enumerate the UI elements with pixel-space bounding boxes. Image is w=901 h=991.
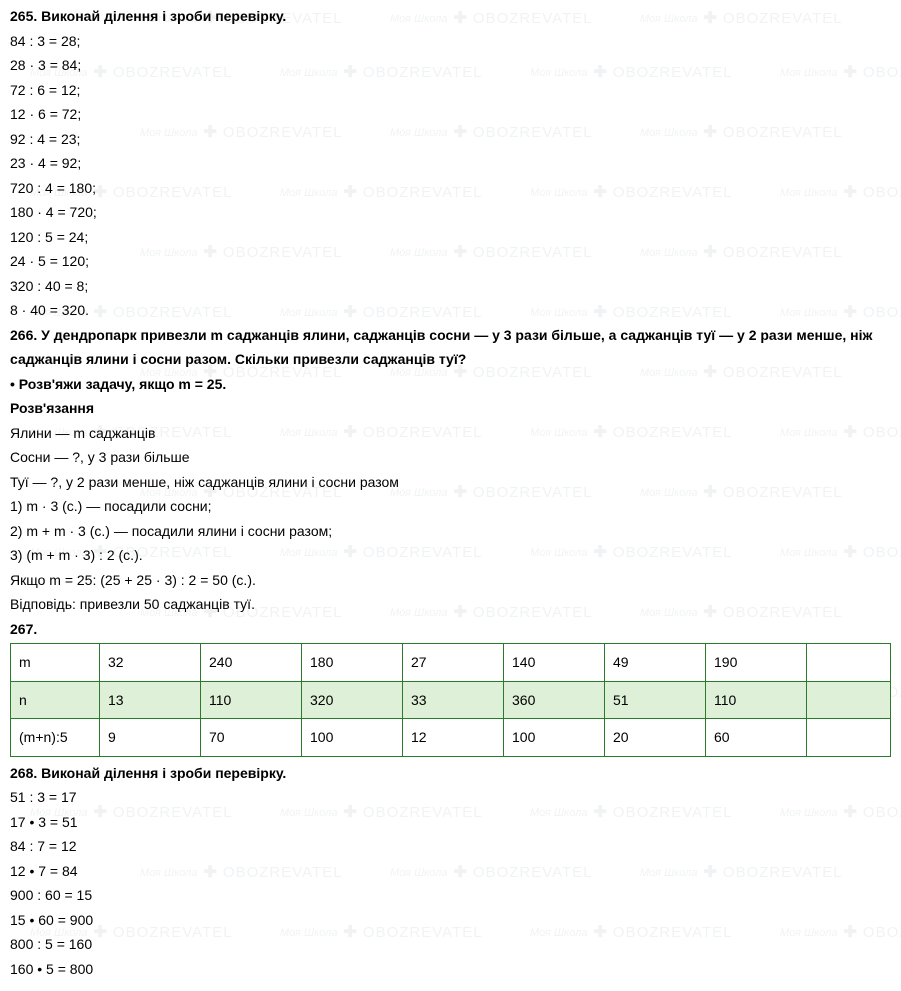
problem-266-lines: Ялини — m саджанцівСосни — ?, у 3 рази б…: [10, 421, 891, 617]
problem-268-line: 51 : 3 = 17: [10, 785, 891, 810]
problem-265-line: 720 : 4 = 180;: [10, 176, 891, 201]
problem-266-line: Якщо m = 25: (25 + 25 · 3) : 2 = 50 (с.)…: [10, 568, 891, 593]
table-cell: 20: [605, 719, 706, 757]
problem-268-line: 900 : 60 = 15: [10, 883, 891, 908]
table-cell: 320: [302, 681, 403, 719]
problem-265-line: 72 : 6 = 12;: [10, 78, 891, 103]
table-cell: 240: [201, 644, 302, 682]
table-cell: 140: [504, 644, 605, 682]
table-row-label: m: [11, 644, 100, 682]
problem-266-title: 266. У дендропарк привезли m саджанців я…: [10, 323, 891, 372]
problem-265-line: 84 : 3 = 28;: [10, 29, 891, 54]
table-cell: 49: [605, 644, 706, 682]
table-row: n131103203336051110: [11, 681, 891, 719]
table-row: m322401802714049190: [11, 644, 891, 682]
table-row-label: (m+n):5: [11, 719, 100, 757]
table-cell: 9: [100, 719, 201, 757]
table-cell: 51: [605, 681, 706, 719]
table-row: (m+n):5970100121002060: [11, 719, 891, 757]
problem-265-line: 8 · 40 = 320.: [10, 298, 891, 323]
table-cell: 100: [302, 719, 403, 757]
problem-265-line: 180 · 4 = 720;: [10, 200, 891, 225]
problem-266-line: Туї — ?, у 2 рази менше, ніж саджанців я…: [10, 470, 891, 495]
problem-266-line: Сосни — ?, у 3 рази більше: [10, 445, 891, 470]
problem-266-line: Ялини — m саджанців: [10, 421, 891, 446]
problem-265-line: 28 · 3 = 84;: [10, 53, 891, 78]
table-cell: 60: [706, 719, 807, 757]
problem-268-line: 15 • 60 = 900: [10, 908, 891, 933]
problem-267-title: 267.: [10, 617, 891, 642]
problem-265-line: 23 · 4 = 92;: [10, 151, 891, 176]
table-cell: 180: [302, 644, 403, 682]
table-cell: 12: [403, 719, 504, 757]
table-cell: 32: [100, 644, 201, 682]
problem-265-line: 320 : 40 = 8;: [10, 274, 891, 299]
problem-266-line: 2) m + m · 3 (с.) — посадили ялини і сос…: [10, 519, 891, 544]
table-cell: 33: [403, 681, 504, 719]
problem-268-line: 160 • 5 = 800: [10, 957, 891, 982]
problem-265-line: 92 : 4 = 23;: [10, 127, 891, 152]
problem-266-line: 1) m · 3 (с.) — посадили сосни;: [10, 494, 891, 519]
problem-266-line: Відповідь: привезли 50 саджанців туї.: [10, 592, 891, 617]
table-cell: 110: [201, 681, 302, 719]
problem-266-line: 3) (m + m · 3) : 2 (с.).: [10, 543, 891, 568]
table-cell: 13: [100, 681, 201, 719]
problem-268-line: 12 • 7 = 84: [10, 859, 891, 884]
problem-265-line: 120 : 5 = 24;: [10, 225, 891, 250]
table-tail-cell: [807, 681, 891, 719]
problem-268-line: 17 • 3 = 51: [10, 810, 891, 835]
problem-265-line: 24 · 5 = 120;: [10, 249, 891, 274]
table-tail-cell: [807, 719, 891, 757]
problem-265-title: 265. Виконай ділення і зроби перевірку.: [10, 4, 891, 29]
problem-265-lines: 84 : 3 = 28;28 · 3 = 84;72 : 6 = 12;12 ·…: [10, 29, 891, 323]
table-tail-cell: [807, 644, 891, 682]
problem-268-line: 84 : 7 = 12: [10, 834, 891, 859]
problem-268-lines: 51 : 3 = 1717 • 3 = 5184 : 7 = 1212 • 7 …: [10, 785, 891, 981]
problem-268-title: 268. Виконай ділення і зроби перевірку.: [10, 761, 891, 786]
problem-267-table: m322401802714049190 n131103203336051110 …: [10, 643, 891, 757]
table-cell: 100: [504, 719, 605, 757]
problem-265-line: 12 · 6 = 72;: [10, 102, 891, 127]
table-cell: 190: [706, 644, 807, 682]
page-content: 265. Виконай ділення і зроби перевірку. …: [0, 0, 901, 991]
table-row-label: n: [11, 681, 100, 719]
problem-266-subtitle: • Розв'яжи задачу, якщо m = 25.: [10, 372, 891, 397]
table-cell: 27: [403, 644, 504, 682]
table-cell: 360: [504, 681, 605, 719]
table-cell: 110: [706, 681, 807, 719]
problem-266-heading: Розв'язання: [10, 396, 891, 421]
problem-268-line: 800 : 5 = 160: [10, 932, 891, 957]
table-cell: 70: [201, 719, 302, 757]
